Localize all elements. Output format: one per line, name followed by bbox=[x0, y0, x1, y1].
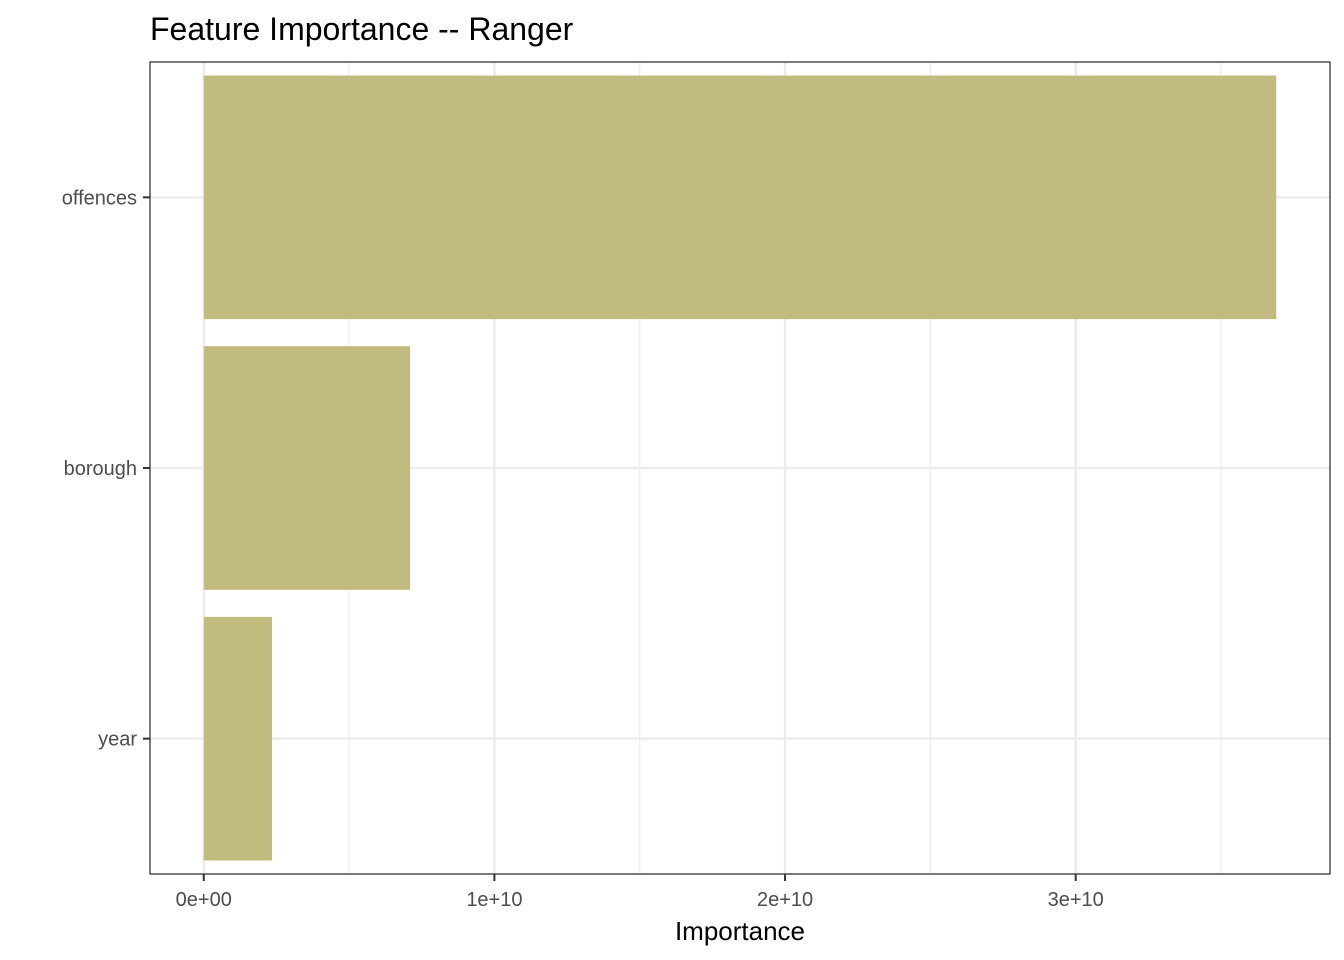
bar-borough bbox=[203, 346, 411, 590]
bar-year bbox=[203, 616, 273, 861]
x-tick-label: 3e+10 bbox=[1048, 889, 1104, 911]
y-tick-label: year bbox=[98, 729, 137, 751]
y-axis: offences borough year bbox=[62, 187, 150, 751]
x-tick-label: 0e+00 bbox=[176, 889, 232, 911]
x-axis: 0e+00 1e+10 2e+10 3e+10 bbox=[176, 874, 1104, 911]
chart-title: Feature Importance -- Ranger bbox=[150, 11, 574, 47]
x-tick-label: 2e+10 bbox=[757, 889, 813, 911]
bar-offences bbox=[203, 75, 1277, 320]
bars bbox=[203, 75, 1277, 861]
y-tick-label: borough bbox=[64, 458, 137, 480]
x-axis-title: Importance bbox=[675, 916, 805, 946]
y-tick-label: offences bbox=[62, 187, 137, 209]
x-tick-label: 1e+10 bbox=[466, 889, 522, 911]
